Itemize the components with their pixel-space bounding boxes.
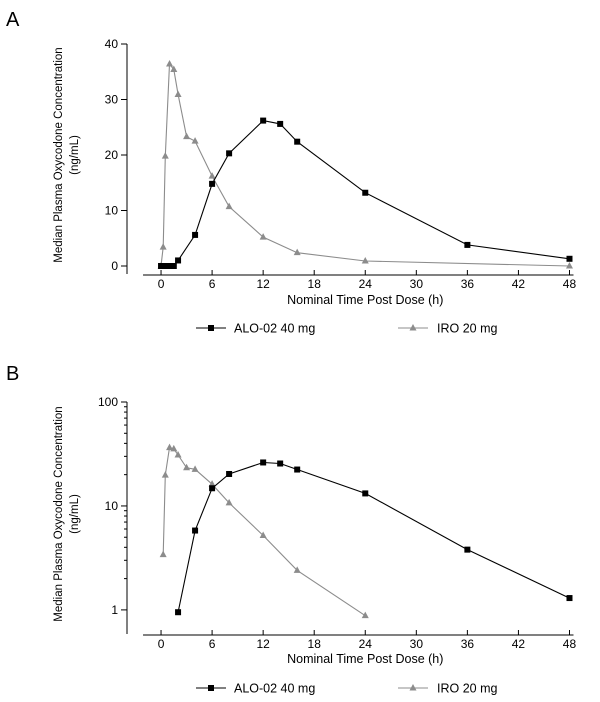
chart-panel-a: A 0 10 20 30 40 0 6 12 18 24 30 36 42 48 Nominal Time P… (6, 9, 576, 336)
panel-label: B (6, 363, 19, 385)
y-axis-title: Median Plasma Oxycodone Concentration (53, 406, 65, 621)
data-point-iro (161, 471, 169, 478)
y-tick-label: 100 (98, 395, 118, 409)
legend: ALO-02 40 mg IRO 20 mg (196, 682, 497, 696)
y-tick-label: 0 (111, 259, 118, 273)
data-point-alo-02 (294, 466, 301, 473)
x-tick-label: 12 (256, 277, 270, 291)
series-line-iro (162, 446, 366, 617)
data-point-iro (293, 566, 301, 573)
data-point-alo-02 (260, 117, 267, 124)
y-axis-unit: (ng/mL) (69, 494, 81, 534)
data-point-alo-02 (192, 231, 199, 238)
data-point-iro (208, 480, 216, 487)
x-tick-label: 0 (158, 637, 165, 651)
legend-marker-alo-02 (208, 325, 214, 331)
legend-label-alo-02: ALO-02 40 mg (234, 682, 315, 696)
data-point-alo-02 (464, 241, 471, 248)
data-point-iro (191, 137, 199, 144)
data-point-iro (174, 451, 182, 458)
data-point-alo-02 (566, 595, 573, 602)
data-point-iro (159, 243, 167, 250)
data-point-alo-02 (362, 490, 369, 497)
data-point-iro (170, 65, 178, 73)
data-point-iro (183, 132, 191, 140)
data-point-alo-02 (158, 263, 165, 269)
y-tick-label: 10 (105, 499, 119, 513)
y-axis-title: Median Plasma Oxycodone Concentration (53, 47, 65, 262)
data-point-alo-02 (464, 546, 471, 553)
legend-label-iro: IRO 20 mg (437, 322, 497, 336)
data-point-alo-02 (226, 150, 233, 157)
data-point-alo-02 (192, 527, 199, 534)
y-tick-label: 20 (105, 148, 119, 162)
data-point-iro (361, 611, 369, 619)
data-point-iro (225, 202, 233, 210)
data-point-iro (166, 59, 174, 67)
legend-marker-iro (409, 684, 417, 691)
series-line-alo-02 (177, 461, 570, 613)
data-point-alo-02 (166, 263, 173, 269)
legend-marker-iro (409, 324, 417, 331)
data-point-alo-02 (209, 485, 216, 492)
x-tick-label: 48 (563, 277, 577, 291)
data-point-iro (161, 152, 169, 159)
x-tick-label: 36 (461, 277, 475, 291)
data-point-iro (191, 465, 199, 472)
y-tick-label: 40 (105, 37, 119, 51)
data-point-alo-02 (277, 460, 284, 467)
x-tick-label: 30 (410, 277, 424, 291)
panel-label: A (6, 9, 20, 31)
legend: ALO-02 40 mg IRO 20 mg (196, 322, 497, 336)
data-point-iro (183, 463, 191, 471)
data-point-alo-02 (277, 120, 284, 127)
x-tick-label: 18 (308, 277, 322, 291)
y-tick-label: 10 (105, 204, 119, 218)
data-point-iro (565, 262, 573, 269)
data-point-iro (170, 444, 178, 452)
x-tick-label: 42 (512, 637, 526, 651)
data-point-iro (208, 172, 216, 179)
legend-label-alo-02: ALO-02 40 mg (234, 322, 315, 336)
data-point-alo-02 (294, 138, 301, 145)
data-point-alo-02 (566, 255, 573, 262)
data-point-iro (225, 498, 233, 506)
data-point-iro (174, 90, 182, 98)
data-point-alo-02 (209, 180, 216, 187)
legend-marker-alo-02 (208, 685, 214, 691)
x-tick-label: 6 (209, 637, 216, 651)
x-tick-label: 0 (158, 277, 165, 291)
data-point-alo-02 (362, 189, 369, 196)
data-point-alo-02 (170, 263, 177, 269)
series-line-iro (160, 62, 570, 267)
data-point-alo-02 (175, 609, 182, 616)
x-tick-label: 42 (512, 277, 526, 291)
data-point-alo-02 (226, 470, 233, 477)
x-tick-label: 24 (359, 637, 373, 651)
x-tick-label: 18 (308, 637, 322, 651)
chart-panel-b: B 1 10 100 0 6 12 18 24 30 36 42 48 Nominal Time Post… (6, 363, 576, 696)
x-tick-label: 30 (410, 637, 424, 651)
data-point-alo-02 (175, 257, 182, 264)
y-tick-label: 30 (105, 93, 119, 107)
legend-label-iro: IRO 20 mg (437, 682, 497, 696)
data-point-alo-02 (162, 263, 169, 269)
data-point-iro (166, 443, 174, 451)
x-tick-label: 12 (256, 637, 270, 651)
x-tick-label: 48 (563, 637, 577, 651)
x-tick-label: 6 (209, 277, 216, 291)
y-axis-unit: (ng/mL) (69, 135, 81, 175)
x-axis-title: Nominal Time Post Dose (h) (287, 652, 443, 666)
x-tick-label: 24 (359, 277, 373, 291)
data-point-iro (293, 248, 301, 256)
data-point-iro (259, 233, 267, 240)
data-point-alo-02 (260, 459, 267, 466)
data-point-iro (361, 257, 369, 264)
x-axis-title: Nominal Time Post Dose (h) (287, 293, 443, 307)
data-point-iro (259, 531, 267, 538)
y-tick-label: 1 (111, 603, 118, 617)
data-point-iro (159, 550, 167, 558)
x-tick-label: 36 (461, 637, 475, 651)
